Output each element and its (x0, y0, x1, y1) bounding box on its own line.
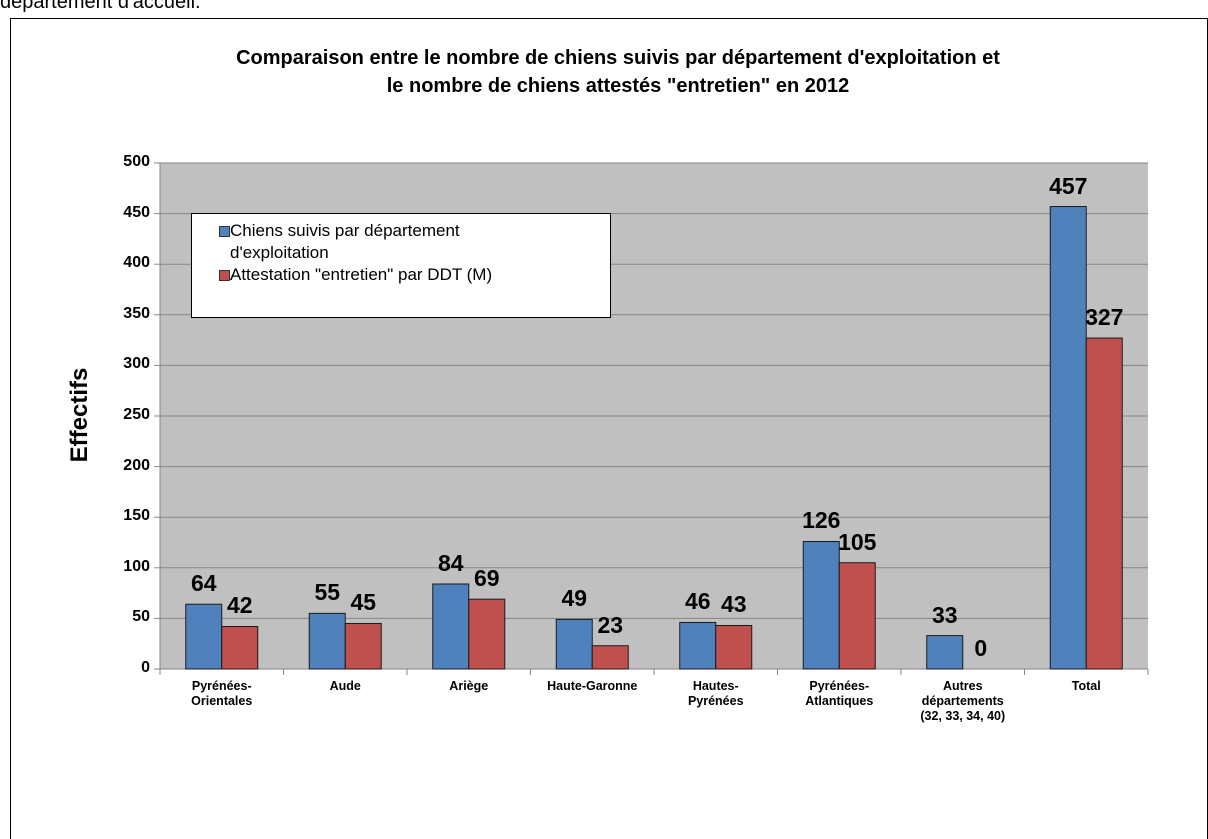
x-tick-label: Ariège (449, 679, 489, 693)
bar (802, 540, 840, 670)
legend-entry: Attestation "entretien" par DDT (M) (219, 264, 610, 286)
x-tick-label: Hautes- Pyrénées (687, 679, 744, 708)
data-label: 64 (190, 570, 217, 597)
x-tick-label: Aude (329, 679, 361, 693)
x-tick-label: Autres départements (32, 33, 34, 40) (920, 679, 1006, 723)
data-label: 33 (931, 601, 958, 628)
data-label: 42 (226, 592, 253, 619)
bar (1085, 337, 1123, 670)
y-tick-label: 200 (123, 456, 150, 474)
data-label: 43 (720, 591, 747, 618)
y-tick-label: 400 (123, 254, 150, 272)
chart-title: Comparaison entre le nombre de chiens su… (236, 47, 1000, 97)
bar (432, 583, 470, 670)
data-label: 49 (561, 585, 588, 612)
legend: Chiens suivis par département d'exploita… (191, 213, 611, 318)
bar (555, 618, 593, 670)
data-label: 45 (350, 589, 377, 616)
bar (679, 621, 717, 670)
y-tick-label: 350 (123, 304, 150, 322)
bar (468, 598, 506, 670)
bar (591, 645, 629, 670)
data-label: 126 (802, 507, 841, 534)
y-tick-label: 300 (123, 355, 150, 373)
y-tick-label: 100 (123, 557, 150, 575)
legend-swatch (219, 226, 230, 237)
x-tick-label: Pyrénées- Orientales (191, 679, 253, 708)
caption: département d'accueil. (0, 0, 201, 13)
data-label: 46 (684, 588, 711, 615)
bar (715, 624, 753, 670)
data-label: 69 (473, 565, 500, 592)
legend-entry: Chiens suivis par département d'exploita… (219, 220, 610, 264)
bar (221, 625, 259, 670)
data-label: 457 (1049, 172, 1088, 199)
x-tick-label: Haute-Garonne (547, 679, 638, 693)
data-label: 327 (1085, 304, 1124, 331)
x-tick-label: Total (1071, 679, 1101, 693)
data-label: 55 (314, 579, 341, 606)
bar (838, 562, 876, 670)
y-tick-label: 250 (123, 406, 150, 423)
legend-swatch (219, 270, 230, 281)
y-tick-label: 0 (141, 659, 150, 676)
bar (1049, 206, 1087, 670)
y-tick-label: 150 (123, 507, 150, 525)
y-tick-label: 500 (123, 153, 150, 170)
y-axis-label: Effectifs (66, 367, 93, 463)
bar (926, 635, 964, 670)
data-label: 105 (838, 528, 877, 555)
bar (185, 603, 223, 670)
data-label: 84 (437, 549, 464, 576)
legend-label: Attestation "entretien" par DDT (M) (230, 265, 493, 284)
x-tick-label: Pyrénées- Atlantiques (805, 679, 874, 708)
legend-label: Chiens suivis par département d'exploita… (230, 221, 460, 262)
y-tick-label: 50 (132, 608, 150, 626)
data-label: 0 (974, 635, 988, 661)
bar (308, 612, 346, 670)
bar (344, 622, 382, 670)
data-label: 23 (597, 611, 624, 638)
y-tick-label: 450 (123, 203, 150, 221)
